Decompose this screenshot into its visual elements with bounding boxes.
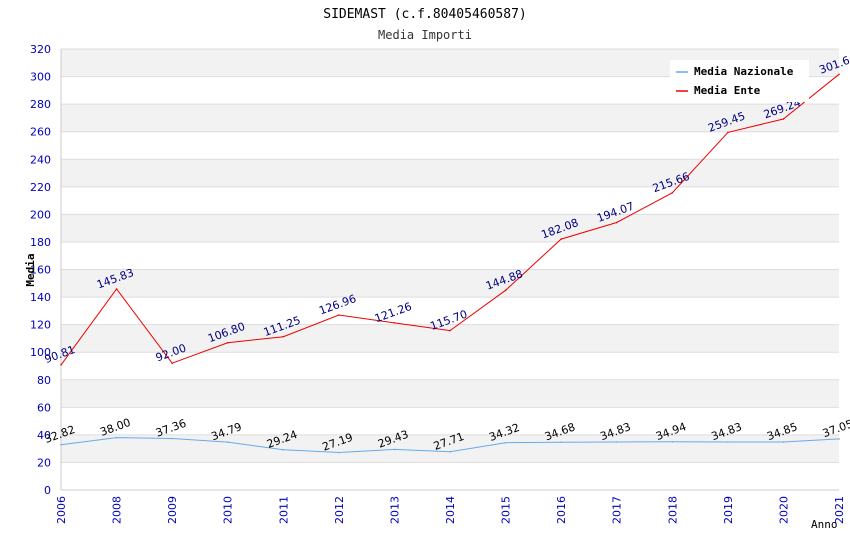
- data-point: [615, 221, 618, 224]
- chart-title: SIDEMAST (c.f.80405460587): [323, 7, 527, 22]
- legend-label-media-ente: Media Ente: [694, 84, 761, 97]
- x-tick-label: 2018: [666, 496, 679, 524]
- data-point: [838, 438, 840, 440]
- x-tick-label: 2019: [722, 496, 735, 524]
- x-tick-label: 2015: [500, 496, 513, 524]
- x-tick-label: 2020: [777, 496, 790, 524]
- plot-band: [61, 104, 839, 132]
- y-tick-label: 220: [30, 181, 51, 194]
- data-point: [338, 314, 340, 316]
- data-point: [226, 441, 229, 443]
- x-tick-label: 2009: [166, 496, 179, 524]
- y-tick-label: 300: [30, 71, 51, 84]
- data-point: [671, 191, 674, 194]
- series-lines: [60, 73, 840, 454]
- data-point: [504, 441, 507, 444]
- data-point: [782, 118, 785, 120]
- y-tick-label: 0: [44, 484, 51, 497]
- y-tick-label: 320: [30, 43, 51, 56]
- data-point: [338, 451, 340, 454]
- x-tick-label: 2006: [55, 496, 68, 524]
- data-point: [671, 441, 674, 443]
- data-point: [560, 441, 562, 444]
- y-tick-label: 120: [30, 319, 51, 332]
- y-tick-label: 140: [30, 291, 51, 304]
- data-point: [60, 443, 62, 446]
- x-tick-label: 2021: [833, 496, 846, 524]
- y-tick-label: 160: [30, 264, 51, 277]
- y-tick-label: 100: [30, 346, 51, 359]
- plot-band: [61, 214, 839, 242]
- x-tick-label: 2013: [388, 496, 401, 524]
- plot-band: [61, 324, 839, 353]
- data-point: [393, 322, 396, 324]
- plot-bands: [61, 49, 839, 463]
- legend-box: [670, 60, 809, 102]
- grid-lines: [61, 48, 839, 491]
- data-point: [393, 448, 396, 451]
- data-point: [560, 238, 562, 240]
- data-point: [727, 441, 729, 443]
- data-point: [615, 441, 618, 443]
- y-tick-label: 280: [30, 98, 51, 111]
- y-axis-label: Media: [24, 253, 37, 286]
- y-tick-label: 240: [30, 153, 51, 166]
- data-point: [449, 451, 451, 453]
- legend: Media Nazionale Media Ente: [670, 60, 809, 102]
- y-tick-label: 60: [37, 401, 51, 414]
- x-tick-label: 2010: [222, 496, 235, 524]
- data-point: [504, 289, 507, 292]
- data-point: [115, 288, 118, 290]
- data-point: [171, 362, 173, 365]
- x-tick-label: 2016: [555, 496, 568, 524]
- legend-label-media-nazionale: Media Nazionale: [694, 65, 794, 78]
- x-tick-label: 2012: [333, 496, 346, 524]
- y-tick-label: 260: [30, 126, 51, 139]
- y-tick-label: 200: [30, 208, 51, 221]
- data-point: [115, 436, 118, 439]
- plot-band: [61, 269, 839, 298]
- x-tick-label: 2011: [277, 496, 290, 524]
- plot-band: [61, 379, 839, 408]
- data-point: [449, 329, 451, 332]
- data-point: [60, 364, 62, 366]
- data-point: [782, 441, 785, 443]
- x-tick-label: 2017: [611, 496, 624, 524]
- data-point: [282, 448, 285, 451]
- axes: 0 20 40 60 80 100 120 140 160 180 200 220 240 260 280 3…: [30, 43, 846, 524]
- chart-subtitle: Media Importi: [378, 28, 472, 42]
- data-point: [171, 437, 173, 440]
- y-tick-label: 20: [37, 456, 51, 469]
- y-tick-label: 180: [30, 236, 51, 249]
- x-tick-label: 2008: [111, 496, 124, 524]
- y-tick-label: 40: [37, 429, 51, 442]
- data-point: [838, 73, 840, 76]
- data-point: [727, 131, 729, 134]
- data-point: [226, 342, 229, 344]
- x-axis-label: Anno: [811, 518, 838, 531]
- plot-band: [61, 159, 839, 187]
- y-tick-label: 80: [37, 374, 51, 387]
- data-point: [282, 335, 285, 338]
- x-tick-label: 2014: [444, 496, 457, 524]
